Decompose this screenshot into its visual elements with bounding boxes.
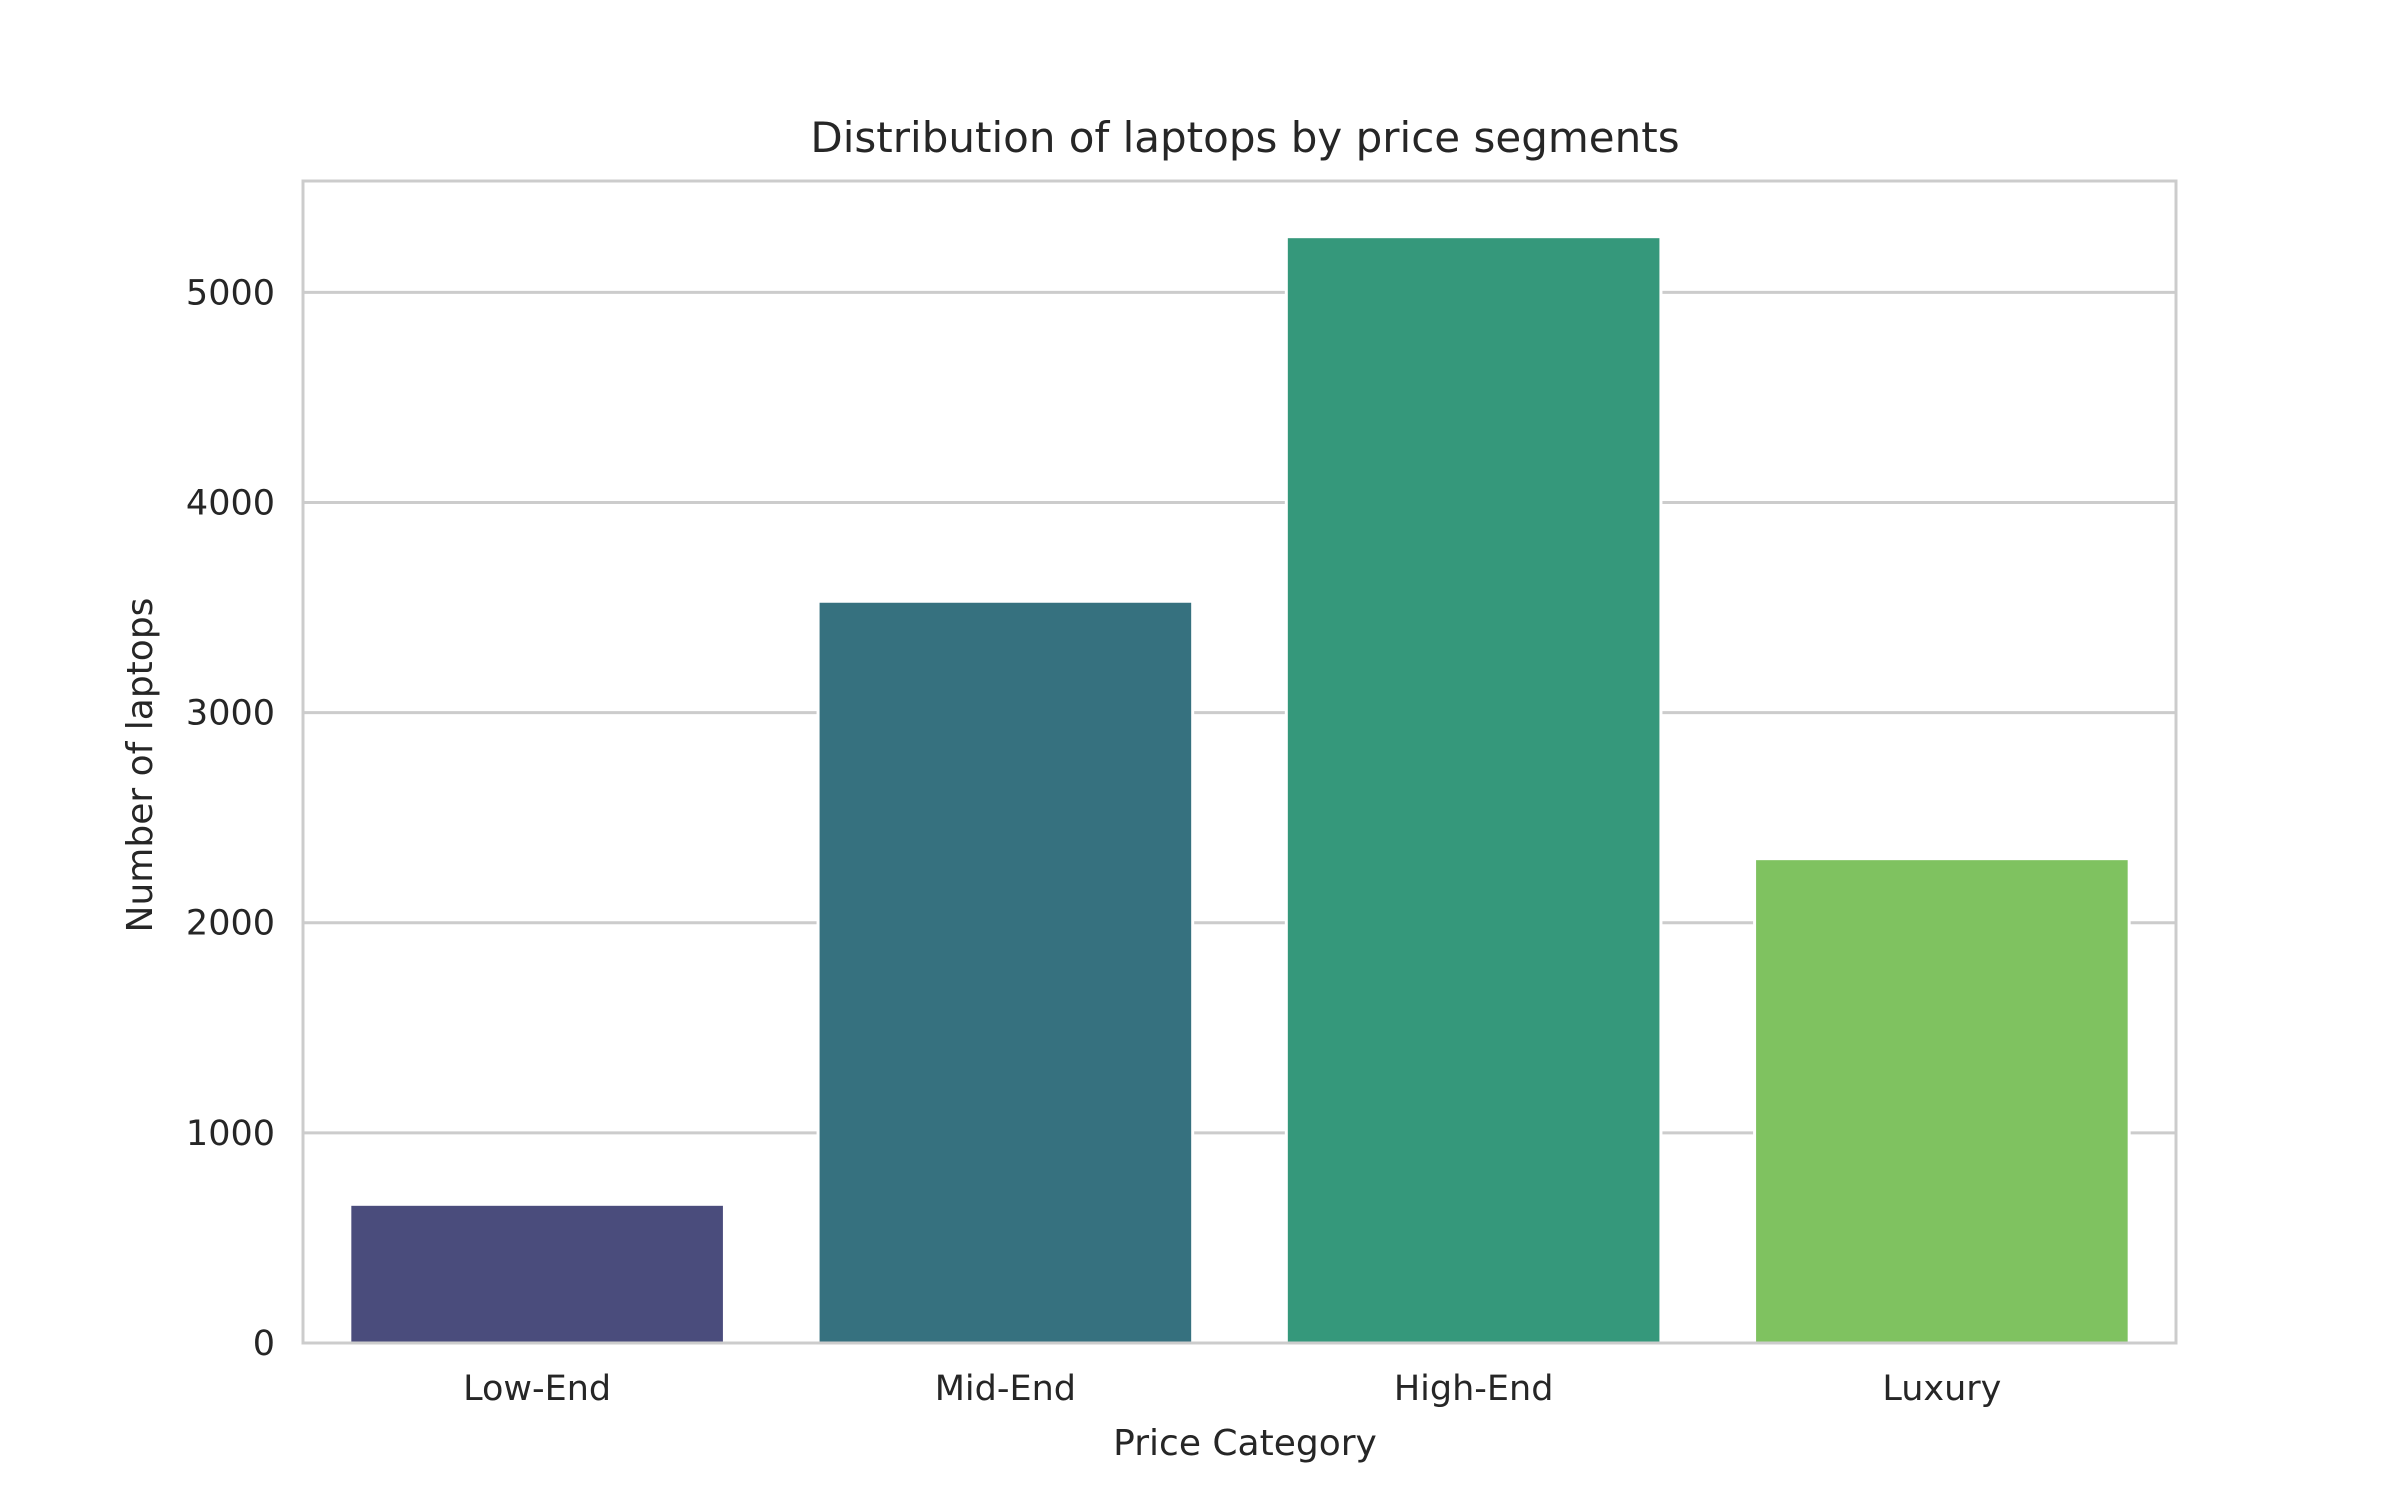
x-axis-ticks: Low-End Mid-End High-End Luxury — [463, 1369, 2001, 1409]
bar — [348, 1202, 726, 1345]
y-tick-label: 3000 — [186, 694, 275, 734]
plot-area — [301, 179, 2178, 1345]
plot-frame — [301, 179, 2178, 1345]
y-tick-label: 0 — [253, 1324, 275, 1364]
y-tick-label: 1000 — [186, 1114, 275, 1154]
y-axis-ticks: 0 1000 2000 3000 4000 5000 — [186, 273, 275, 1364]
x-tick-label: Low-End — [463, 1369, 611, 1409]
y-tick-label: 2000 — [186, 904, 275, 944]
x-tick-label: Luxury — [1882, 1369, 2001, 1409]
bar — [816, 599, 1195, 1345]
y-tick-label: 4000 — [186, 483, 275, 523]
bar — [1753, 857, 2131, 1345]
x-tick-label: High-End — [1394, 1369, 1554, 1409]
y-axis-label: Number of laptops — [120, 598, 161, 933]
bars — [348, 235, 2131, 1345]
bar — [1284, 235, 1663, 1345]
chart-title: Distribution of laptops by price segment… — [810, 113, 1679, 162]
y-tick-label: 5000 — [186, 273, 275, 313]
x-axis-label: Price Category — [1113, 1423, 1377, 1464]
x-tick-label: Mid-End — [935, 1369, 1076, 1409]
